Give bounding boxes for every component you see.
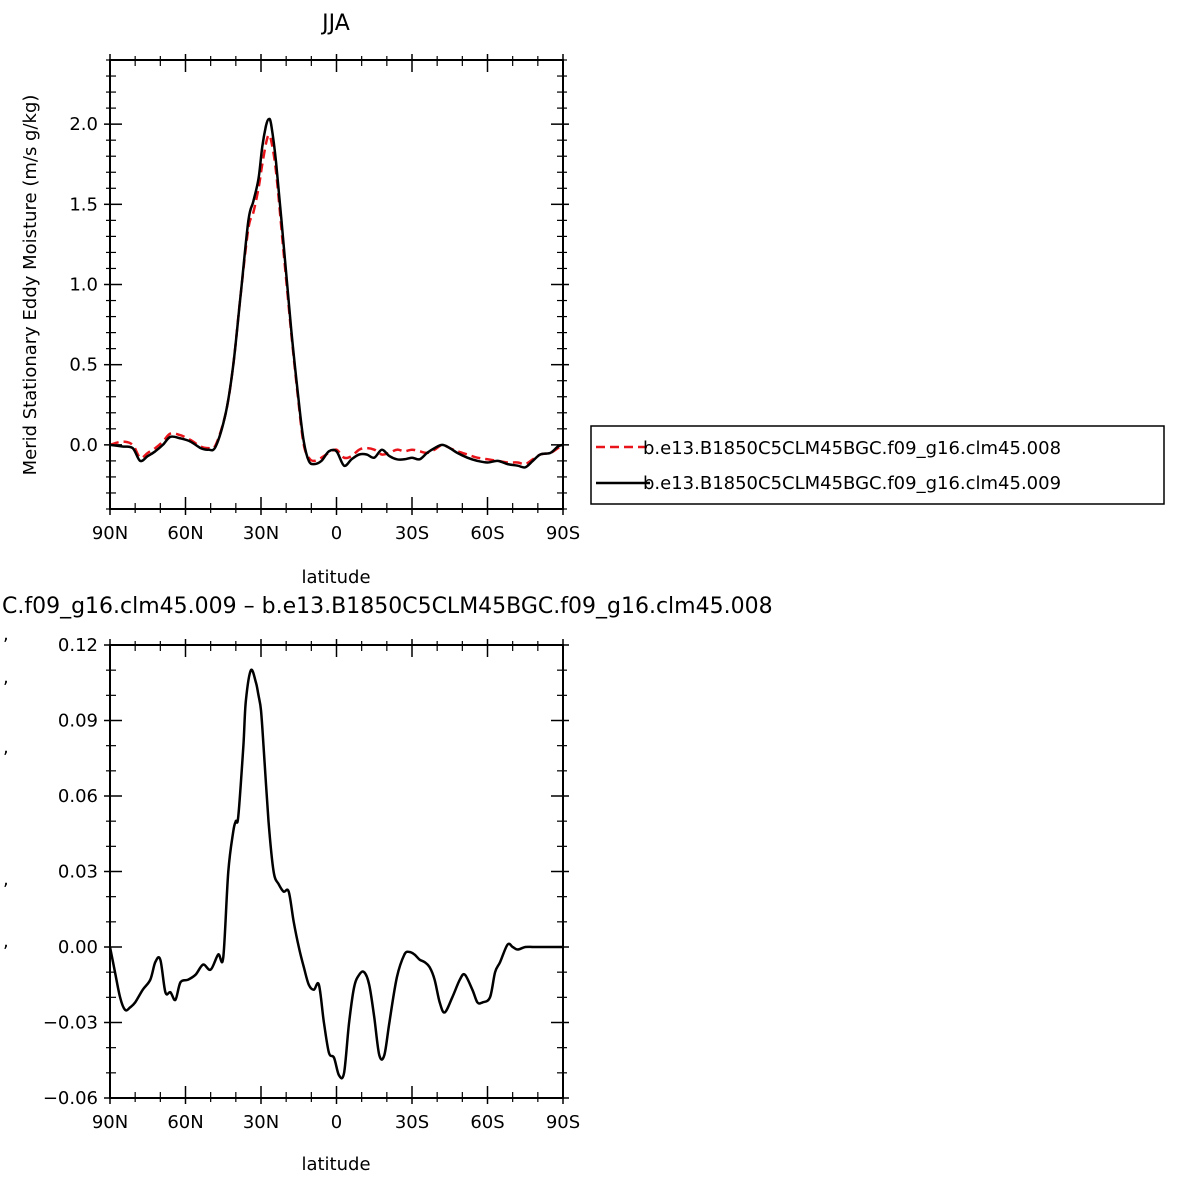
- x-axis-title: latitude: [301, 567, 370, 588]
- x-tick-label: 90N: [92, 523, 128, 544]
- ylabel-fragment: ,: [3, 869, 9, 890]
- tick-marks: [104, 54, 569, 515]
- y-tick-label: 0.06: [58, 786, 98, 807]
- legend-label-009: b.e13.B1850C5CLM45BGC.f09_g16.clm45.009: [643, 473, 1061, 494]
- clipped-ylabel-fragments: , , , , ,: [3, 624, 9, 952]
- tick-marks: [104, 639, 569, 1104]
- series-line-1: [109, 117, 564, 469]
- x-tick-label: 60N: [167, 1112, 203, 1133]
- x-tick-label: 60S: [470, 1112, 504, 1133]
- y-tick-label: −0.03: [43, 1013, 98, 1034]
- y-tick-labels: −0.06 −0.03 0.00 0.03 0.06 0.09 0.12: [43, 635, 98, 1109]
- y-tick-label: 1.5: [69, 194, 98, 215]
- series-lines: [109, 117, 564, 469]
- x-tick-label: 30N: [243, 1112, 279, 1133]
- bottom-chart: C.f09_g16.clm45.009 – b.e13.B1850C5CLM45…: [2, 594, 773, 1175]
- legend: b.e13.B1850C5CLM45BGC.f09_g16.clm45.008 …: [590, 425, 1165, 505]
- x-tick-labels: 90N 60N 30N 0 30S 60S 90S: [92, 523, 580, 544]
- x-tick-label: 90S: [546, 523, 580, 544]
- series-lines: [108, 668, 563, 1080]
- y-tick-label: −0.06: [43, 1088, 98, 1109]
- x-tick-labels: 90N 60N 30N 0 30S 60S 90S: [92, 1112, 580, 1133]
- plot-frame: [109, 644, 564, 1099]
- x-tick-label: 30S: [395, 1112, 429, 1133]
- x-tick-label: 60N: [167, 523, 203, 544]
- y-tick-label: 0.5: [69, 355, 98, 376]
- y-tick-label: 0.09: [58, 711, 98, 732]
- y-tick-labels: 0.0 0.5 1.0 1.5 2.0: [69, 114, 98, 456]
- ylabel-fragment: ,: [3, 667, 9, 688]
- ylabel-fragment: ,: [3, 931, 9, 952]
- legend-label-008: b.e13.B1850C5CLM45BGC.f09_g16.clm45.008: [643, 438, 1061, 459]
- x-tick-label: 90N: [92, 1112, 128, 1133]
- x-tick-label: 60S: [470, 523, 504, 544]
- chart-title: JJA: [320, 11, 350, 36]
- y-tick-label: 0.0: [69, 435, 98, 456]
- x-axis-title: latitude: [301, 1154, 370, 1175]
- series-line-0: [109, 133, 564, 466]
- x-tick-label: 30S: [395, 523, 429, 544]
- difference-chart-title: C.f09_g16.clm45.009 – b.e13.B1850C5CLM45…: [2, 594, 773, 619]
- y-axis-title: Merid Stationary Eddy Moisture (m/s g/kg…: [20, 95, 41, 476]
- y-tick-label: 1.0: [69, 275, 98, 296]
- ylabel-fragment: ,: [3, 624, 9, 645]
- top-chart: JJA 90N 60N 30N 0 30S 60S 90S 0.00.51.01.52.0 …: [20, 11, 580, 588]
- series-line-0: [108, 668, 563, 1080]
- x-tick-label: 90S: [546, 1112, 580, 1133]
- y-tick-label: 0.03: [58, 862, 98, 883]
- x-tick-label: 0: [331, 523, 342, 544]
- x-tick-label: 30N: [243, 523, 279, 544]
- y-tick-label: 0.12: [58, 635, 98, 656]
- legend-box: [590, 425, 1165, 505]
- x-tick-label: 0: [331, 1112, 342, 1133]
- ylabel-fragment: ,: [3, 737, 9, 758]
- y-tick-label: 0.00: [58, 937, 98, 958]
- y-tick-label: 2.0: [69, 114, 98, 135]
- plot-frame: [109, 59, 564, 510]
